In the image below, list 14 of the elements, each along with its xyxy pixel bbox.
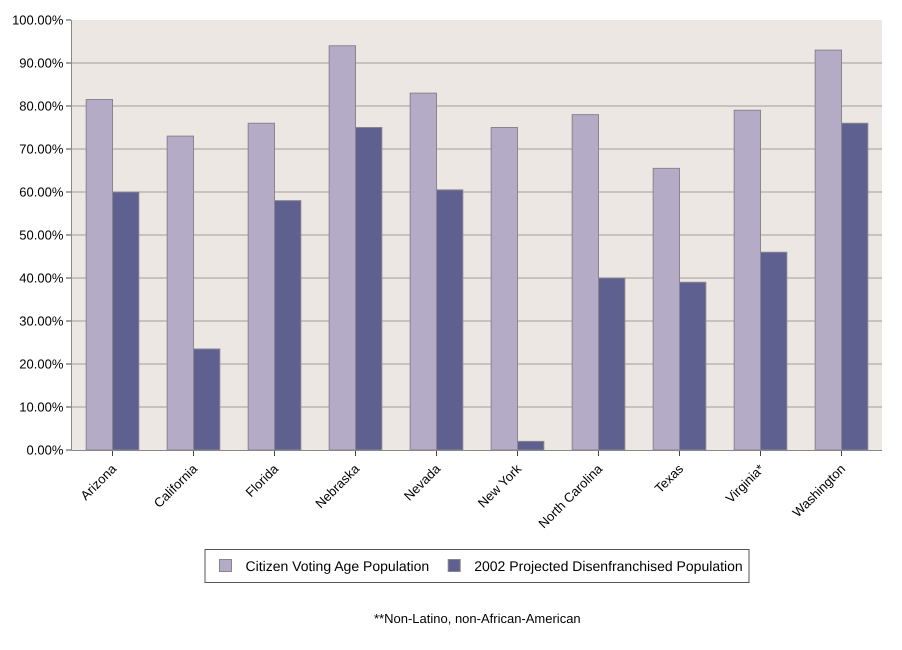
- y-tick-label: 60.00%: [19, 184, 64, 200]
- y-tick-label: 40.00%: [19, 270, 64, 286]
- y-tick-label: 70.00%: [19, 142, 64, 157]
- y-tick-label: 0.00%: [26, 442, 64, 458]
- text: **Non-Latino, non-African-American: [374, 611, 581, 626]
- y-tick-label: 100.00%: [12, 12, 64, 28]
- legend-label: 2002 Projected Disenfranchised Population: [474, 558, 743, 574]
- y-tick-label: 10.00%: [19, 400, 64, 415]
- y-tick-label: 20.00%: [19, 356, 64, 372]
- y-tick-label: 30.00%: [19, 314, 64, 329]
- y-tick-label: 90.00%: [19, 56, 64, 71]
- legend-label: Citizen Voting Age Population: [246, 558, 430, 574]
- y-tick-label: 80.00%: [19, 98, 64, 114]
- y-tick-label: 50.00%: [19, 228, 64, 243]
